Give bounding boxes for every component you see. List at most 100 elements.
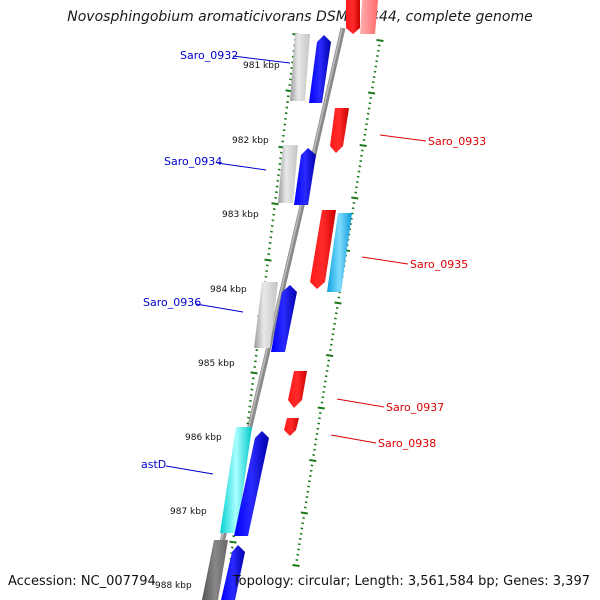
right-track-tick bbox=[368, 102, 372, 105]
right-track-tick bbox=[302, 516, 305, 520]
right-track-tick bbox=[307, 485, 310, 488]
right-track-tick bbox=[371, 86, 374, 89]
gene-feature-saro-0934[interactable] bbox=[294, 148, 316, 205]
gene-feature-saro-0937[interactable] bbox=[288, 371, 307, 408]
tick-label-983: 983 kbp bbox=[222, 210, 259, 220]
gene-feature-sky-0935[interactable] bbox=[327, 213, 352, 292]
gene-labels: Saro_0932 Saro_0933 Saro_0934 Saro_0935 … bbox=[141, 49, 486, 471]
right-track-tick bbox=[337, 296, 341, 299]
tick-label-987: 987 kbp bbox=[170, 507, 207, 517]
gene-feature-astd[interactable] bbox=[234, 431, 269, 536]
left-track-tick bbox=[271, 202, 279, 206]
left-track-tick bbox=[265, 270, 268, 273]
right-track-tick bbox=[295, 558, 299, 562]
left-track-tick bbox=[255, 349, 259, 352]
right-track-tick bbox=[324, 375, 328, 378]
right-track-tick bbox=[296, 553, 300, 556]
right-track-tick bbox=[321, 396, 325, 399]
gene-label-astd[interactable]: astD bbox=[141, 458, 166, 471]
gene-feature-saro-0933[interactable] bbox=[330, 108, 349, 153]
left-track-tick bbox=[285, 106, 289, 109]
gene-label-saro-0932[interactable]: Saro_0932 bbox=[180, 49, 238, 62]
right-track-tick bbox=[308, 474, 312, 478]
page-title: Novosphingobium aromaticivorans DSM 1244… bbox=[67, 9, 533, 25]
kbp-labels: 981 kbp 982 kbp 983 kbp 984 kbp 985 kbp … bbox=[155, 61, 280, 591]
gene-label-saro-0935[interactable]: Saro_0935 bbox=[410, 258, 468, 271]
left-track-tick bbox=[247, 411, 251, 414]
gene-label-saro-0936[interactable]: Saro_0936 bbox=[143, 296, 201, 309]
left-track-tick bbox=[289, 78, 292, 81]
right-track-tick bbox=[300, 511, 309, 515]
right-track-tick bbox=[330, 338, 334, 341]
gene-feature-blue-bottom[interactable] bbox=[221, 545, 245, 600]
right-track-tick bbox=[376, 39, 384, 42]
left-track-tick bbox=[229, 540, 237, 544]
right-track-tick bbox=[374, 65, 378, 68]
right-track-tick bbox=[366, 112, 370, 115]
left-track-tick bbox=[248, 405, 252, 408]
right-track-tick bbox=[318, 411, 322, 415]
right-track-tick bbox=[304, 501, 308, 504]
gene-label-saro-0938[interactable]: Saro_0938 bbox=[378, 437, 436, 450]
gene-feature-dark-bottom[interactable] bbox=[202, 540, 228, 600]
left-track-tick bbox=[279, 157, 282, 160]
right-track-tick bbox=[329, 348, 332, 352]
right-track-tick bbox=[373, 70, 377, 73]
left-track-tick bbox=[278, 162, 282, 166]
topology-text: Topology: circular; Length: 3,561,584 bp… bbox=[232, 574, 590, 589]
left-track-tick bbox=[249, 399, 252, 402]
right-track-tick bbox=[366, 117, 369, 121]
right-track-tick bbox=[367, 91, 376, 95]
right-track-tick bbox=[351, 207, 355, 210]
gene-feature-gray-0932[interactable] bbox=[290, 34, 310, 101]
left-track-tick bbox=[272, 208, 276, 211]
left-track-tick bbox=[230, 546, 234, 549]
left-track-tick bbox=[279, 151, 283, 154]
right-track-tick bbox=[326, 364, 330, 367]
right-track-tick bbox=[335, 306, 339, 310]
gene-label-saro-0934[interactable]: Saro_0934 bbox=[164, 155, 222, 168]
gene-feature-saro-0932[interactable] bbox=[309, 35, 331, 103]
right-track-tick bbox=[324, 380, 327, 383]
left-track-tick bbox=[232, 535, 236, 538]
gene-feature-saro-0938[interactable] bbox=[284, 418, 299, 436]
left-track-tick bbox=[246, 422, 250, 425]
right-track-tick bbox=[369, 96, 373, 100]
gene-label-saro-0937[interactable]: Saro_0937 bbox=[386, 401, 444, 414]
left-track-tick bbox=[251, 382, 254, 385]
right-track-tick bbox=[355, 180, 359, 184]
right-track-tick bbox=[359, 159, 363, 163]
gene-feature-gray-0936[interactable] bbox=[254, 282, 278, 348]
right-track-tick bbox=[313, 448, 316, 451]
right-track-tick bbox=[317, 422, 321, 425]
left-track-tick bbox=[286, 95, 290, 98]
right-track-tick bbox=[305, 495, 309, 499]
left-track-tick bbox=[254, 354, 258, 357]
right-track-tick bbox=[363, 133, 367, 136]
left-track-tick bbox=[276, 179, 280, 182]
left-track-tick bbox=[249, 394, 253, 397]
gene-feature-gray-0934[interactable] bbox=[278, 145, 298, 203]
gene-feature-top-pink[interactable] bbox=[360, 0, 378, 34]
gene-feature-top-red[interactable] bbox=[346, 0, 360, 34]
right-track-tick bbox=[316, 427, 320, 430]
right-track-tick bbox=[377, 44, 381, 47]
left-track-tick bbox=[283, 123, 287, 126]
left-track-tick bbox=[264, 258, 272, 262]
right-track-tick bbox=[329, 343, 333, 346]
gene-feature-cyan-astd[interactable] bbox=[220, 427, 252, 533]
gene-feature-saro-0935[interactable] bbox=[310, 210, 336, 289]
right-track-tick bbox=[338, 291, 342, 294]
right-track-tick bbox=[306, 490, 310, 493]
right-track-tick bbox=[357, 170, 361, 173]
right-track-tick bbox=[318, 417, 321, 420]
left-track-tick bbox=[288, 83, 292, 87]
right-track-tick bbox=[309, 469, 313, 472]
right-track-tick bbox=[334, 317, 337, 320]
right-track-tick bbox=[331, 333, 335, 336]
right-track-tick bbox=[356, 175, 360, 178]
right-track-tick bbox=[327, 359, 331, 362]
gene-feature-saro-0936[interactable] bbox=[271, 285, 297, 352]
gene-label-saro-0933[interactable]: Saro_0933 bbox=[428, 135, 486, 148]
right-track-tick bbox=[376, 54, 379, 58]
